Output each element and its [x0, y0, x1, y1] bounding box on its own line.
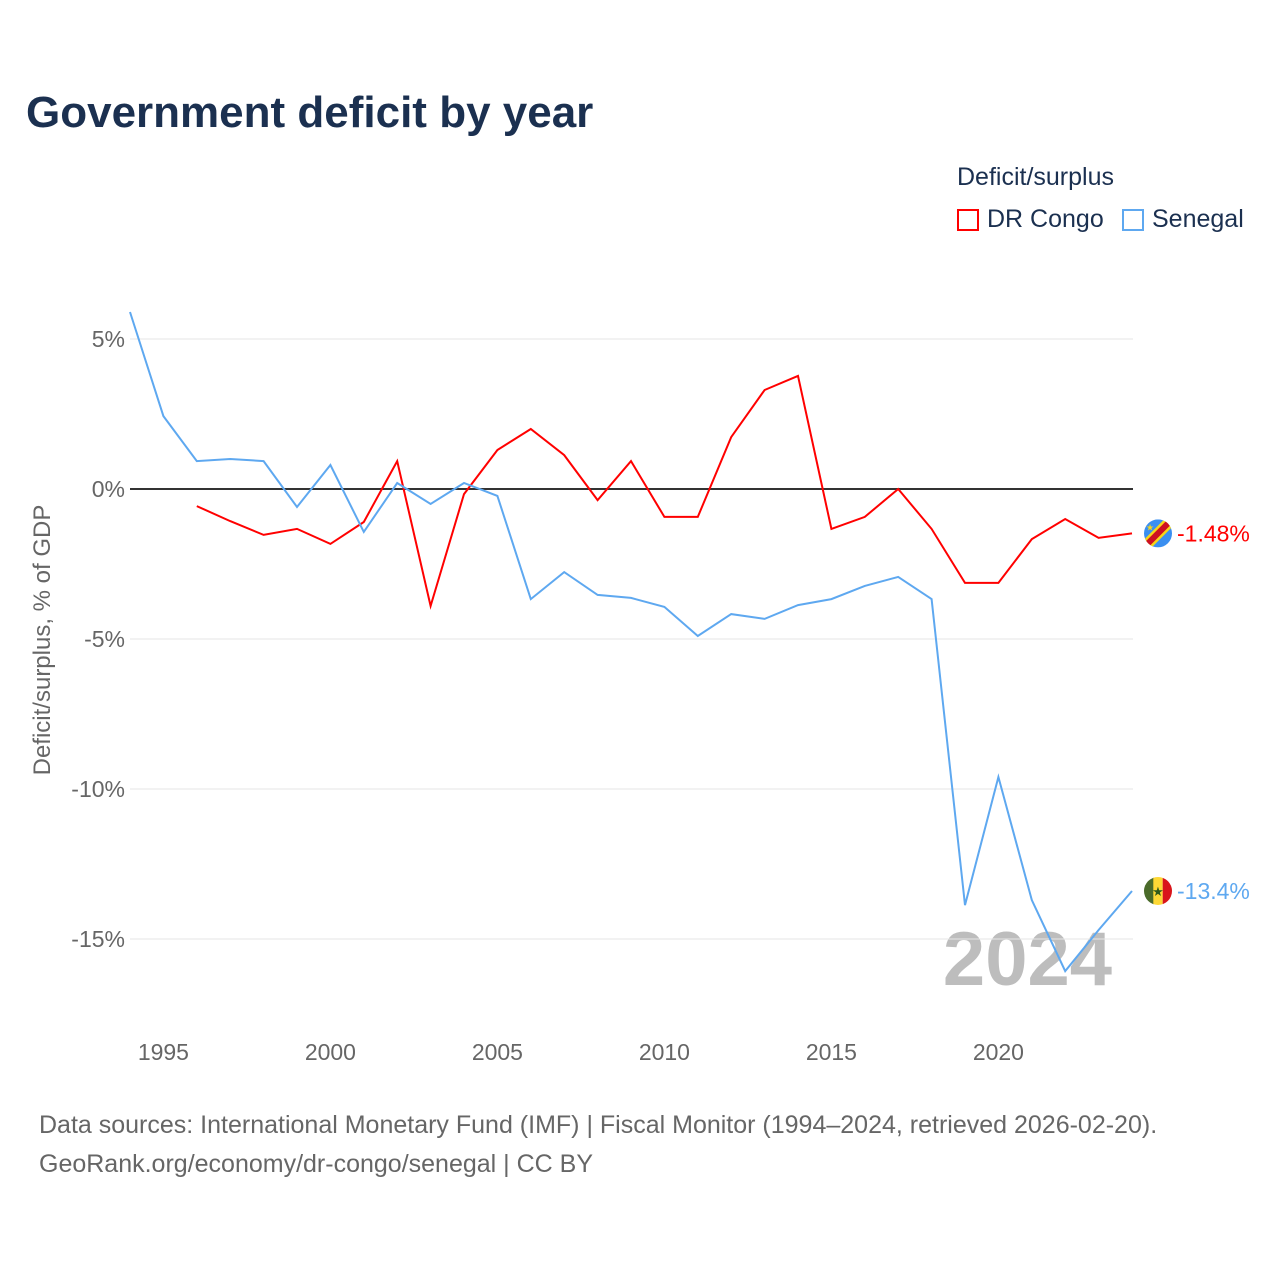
x-tick-label: 2005	[472, 1039, 523, 1065]
end-value-label: -1.48%	[1177, 520, 1250, 546]
y-tick-label: -5%	[84, 626, 125, 652]
flag-body: ★	[1144, 519, 1172, 548]
x-tick-label: 2015	[806, 1039, 857, 1065]
legend-label: DR Congo	[987, 205, 1104, 233]
flag-band	[1153, 877, 1163, 905]
legend-title: Deficit/surplus	[957, 163, 1114, 191]
chart-title: Government deficit by year	[26, 88, 594, 137]
series-line-dr-congo	[196, 374, 1133, 610]
legend-item-senegal[interactable]: Senegal	[1122, 205, 1244, 234]
y-tick-label: -15%	[71, 926, 125, 952]
series-line-senegal	[129, 311, 1133, 973]
legend-swatch	[1122, 208, 1144, 231]
y-tick-label: 0%	[92, 476, 125, 502]
y-tick-label: -10%	[71, 776, 125, 802]
footer: Data sources: International Monetary Fun…	[39, 1106, 1157, 1184]
legend-label: Senegal	[1152, 205, 1244, 233]
dr-congo-flag-icon: ★	[1144, 519, 1172, 548]
source-link[interactable]: GeoRank.org/economy/dr-congo/senegal | C…	[39, 1150, 594, 1178]
y-axis-label: Deficit/surplus, % of GDP	[29, 505, 56, 776]
flag-band	[1162, 877, 1172, 905]
x-tick-label: 2010	[639, 1039, 690, 1065]
x-tick-label: 1995	[138, 1039, 189, 1065]
legend-item-dr-congo[interactable]: DR Congo	[957, 205, 1104, 234]
data-sources: Data sources: International Monetary Fun…	[39, 1111, 1158, 1139]
x-tick-label: 2020	[973, 1039, 1024, 1065]
flag-star: ★	[1146, 522, 1154, 532]
flag-band	[1144, 877, 1154, 905]
year-watermark: 2024	[943, 917, 1112, 1002]
legend-swatch	[957, 208, 979, 231]
end-value-label: -13.4%	[1177, 878, 1250, 904]
senegal-flag-icon: ★	[1144, 877, 1172, 905]
flag-body: ★	[1144, 877, 1172, 905]
flag-star: ★	[1152, 884, 1164, 899]
y-tick-label: 5%	[92, 326, 125, 352]
x-tick-label: 2000	[305, 1039, 356, 1065]
